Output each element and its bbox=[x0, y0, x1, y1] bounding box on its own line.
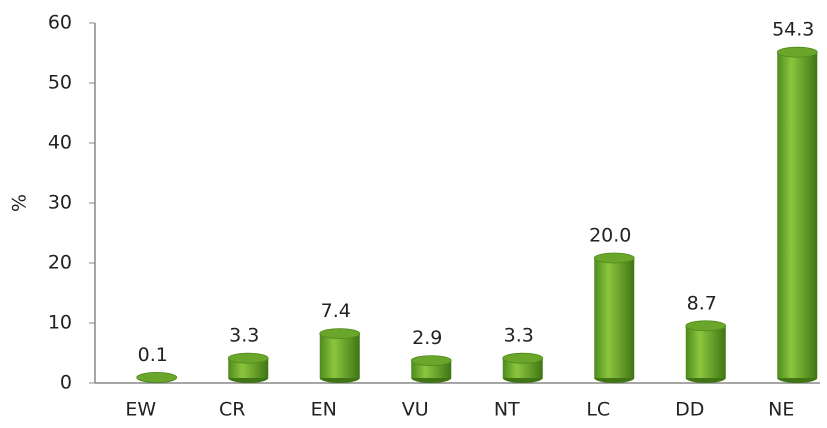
value-label: 7.4 bbox=[321, 300, 351, 322]
bar-body bbox=[228, 358, 269, 378]
bar bbox=[593, 252, 635, 383]
y-tick-label: 10 bbox=[48, 312, 72, 334]
bar-body bbox=[319, 333, 360, 378]
x-tick-label: NT bbox=[494, 399, 520, 421]
bar-top bbox=[319, 328, 361, 340]
x-tick-label: NE bbox=[768, 399, 794, 421]
y-tick-label: 20 bbox=[48, 252, 72, 274]
bar-body bbox=[594, 258, 635, 378]
value-label: 8.7 bbox=[687, 292, 717, 314]
bar-top bbox=[136, 371, 178, 383]
y-tick-label: 30 bbox=[48, 192, 72, 214]
bar-top bbox=[227, 352, 269, 364]
bar bbox=[136, 371, 178, 383]
x-tick-label: EW bbox=[125, 399, 156, 421]
bar-body bbox=[685, 325, 726, 378]
x-tick-label: VU bbox=[402, 399, 429, 421]
x-tick-label: LC bbox=[586, 399, 610, 421]
bar bbox=[319, 328, 361, 383]
x-tick-label: EN bbox=[311, 399, 337, 421]
y-tick-label: 40 bbox=[48, 132, 72, 154]
bar-top bbox=[685, 320, 727, 332]
x-tick-label: DD bbox=[675, 399, 704, 421]
value-label: 54.3 bbox=[772, 19, 814, 41]
bar-body bbox=[777, 52, 818, 378]
bar bbox=[685, 320, 727, 383]
bar-top bbox=[593, 252, 635, 264]
bar-body bbox=[502, 358, 543, 378]
value-label: 0.1 bbox=[138, 344, 168, 366]
value-label: 3.3 bbox=[229, 325, 259, 347]
value-label: 20.0 bbox=[589, 225, 631, 247]
y-axis-label: % bbox=[9, 194, 31, 212]
value-label: 3.3 bbox=[504, 325, 534, 347]
bar bbox=[776, 46, 818, 383]
y-tick-label: 0 bbox=[60, 372, 72, 394]
bar bbox=[410, 355, 452, 383]
x-tick-label: CR bbox=[219, 399, 245, 421]
bar bbox=[227, 352, 269, 383]
bar-top bbox=[410, 355, 452, 367]
bar-top bbox=[502, 352, 544, 364]
bar-top bbox=[776, 46, 818, 58]
value-label: 2.9 bbox=[412, 327, 442, 349]
y-tick-label: 60 bbox=[48, 12, 72, 34]
bar bbox=[502, 352, 544, 383]
y-tick-label: 50 bbox=[48, 72, 72, 94]
